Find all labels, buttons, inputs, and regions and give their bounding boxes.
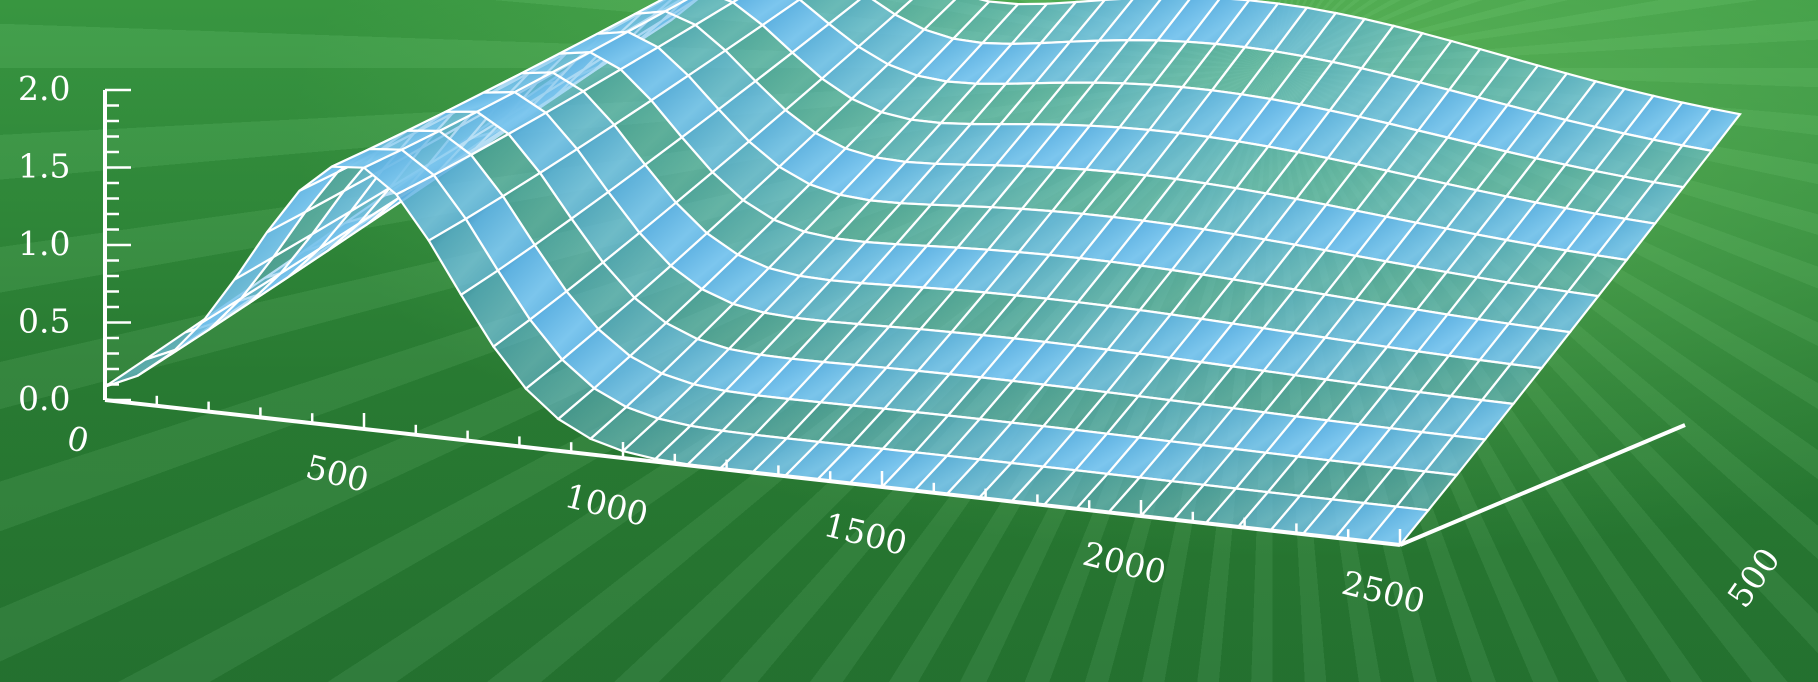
- z-tick-label: 2.0: [18, 69, 70, 108]
- surface-mesh: [104, 0, 1742, 547]
- x-tick-label: 1000: [561, 476, 652, 534]
- x-tick-label: 500: [302, 447, 373, 500]
- x-tick-label: 2000: [1079, 534, 1170, 592]
- y-tick-label: 500: [1720, 541, 1788, 615]
- z-tick-label: 0.5: [18, 302, 70, 341]
- surface-cell: [169, 297, 243, 357]
- y-axis-line: [1399, 423, 1686, 547]
- z-tick-label: 0.0: [18, 379, 70, 418]
- x-axis-line: [104, 398, 1401, 547]
- x-tick-label: 1500: [820, 505, 911, 563]
- z-tick-label: 1.0: [18, 224, 70, 263]
- z-tick-label: 1.5: [18, 147, 70, 186]
- x-tick-label: 2500: [1338, 563, 1429, 621]
- x-tick-label: 0: [63, 418, 93, 461]
